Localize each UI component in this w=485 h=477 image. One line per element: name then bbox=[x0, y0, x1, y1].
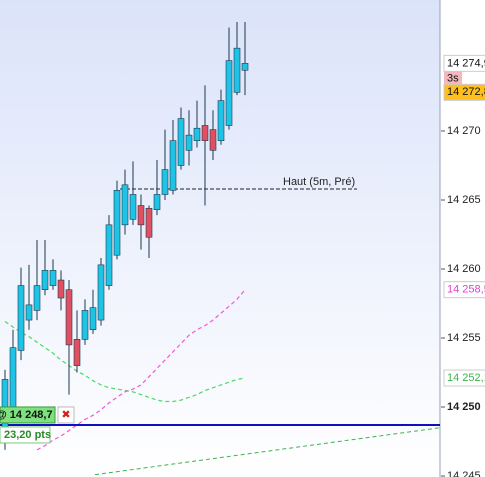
candle-body bbox=[25, 304, 33, 321]
candle-body bbox=[9, 347, 17, 411]
moving-average bbox=[36, 289, 246, 451]
candle-body bbox=[33, 285, 41, 311]
price-tag bbox=[443, 54, 485, 72]
close-button[interactable] bbox=[57, 406, 75, 424]
pnl-label: 23,20 pts bbox=[4, 429, 51, 441]
candle-body bbox=[145, 207, 153, 238]
candle-body bbox=[89, 307, 97, 331]
price-tag-label: 14 258,5 bbox=[447, 284, 485, 296]
candle-body bbox=[153, 194, 161, 210]
timer-badge bbox=[444, 71, 462, 86]
candle-body bbox=[81, 310, 89, 340]
price-tag bbox=[443, 281, 485, 299]
y-tick-label: 14 260 bbox=[447, 263, 481, 275]
candle-body bbox=[121, 184, 129, 226]
candle-body bbox=[193, 127, 201, 141]
candle-body bbox=[57, 279, 65, 299]
y-tick-label: 14 270 bbox=[447, 125, 481, 137]
candle-body bbox=[49, 270, 57, 286]
candle-body bbox=[217, 100, 225, 141]
candle-body bbox=[73, 339, 81, 366]
candle-body bbox=[105, 224, 113, 286]
candle-body bbox=[113, 190, 121, 256]
price-tag-label: 14 272,8 bbox=[447, 86, 485, 98]
candle-body bbox=[129, 194, 137, 220]
candle-body bbox=[17, 285, 25, 351]
candle-body bbox=[161, 169, 169, 195]
price-tag-label: 14 274,9 bbox=[447, 57, 485, 69]
price-tag-label: 14 252,1 bbox=[447, 372, 485, 384]
moving-average bbox=[4, 320, 246, 403]
price-tag bbox=[443, 369, 485, 387]
position-label: @ 14 248,7 bbox=[0, 409, 53, 421]
candle-body bbox=[201, 125, 209, 141]
candle-body bbox=[65, 289, 73, 346]
candle-body bbox=[185, 134, 193, 151]
y-tick-label: 14 265 bbox=[447, 194, 481, 206]
y-tick-label: 14 250 bbox=[447, 401, 481, 413]
level-label: Haut (5m, Pré) bbox=[283, 176, 355, 188]
candle-body bbox=[225, 60, 233, 126]
y-tick-label: 14 245 bbox=[447, 470, 481, 477]
position-badge bbox=[0, 406, 56, 424]
close-icon[interactable]: ✖ bbox=[61, 409, 70, 421]
candle-body bbox=[137, 205, 145, 226]
timer-label: 3s bbox=[447, 72, 459, 84]
candle-body bbox=[169, 140, 177, 191]
pnl-badge bbox=[0, 426, 51, 444]
candle-body bbox=[209, 129, 217, 151]
price-tag bbox=[443, 83, 485, 101]
candle-body bbox=[97, 264, 105, 321]
plot-area bbox=[0, 0, 440, 477]
candle-body bbox=[241, 63, 249, 71]
candle-body bbox=[177, 118, 185, 166]
candle-body bbox=[233, 47, 241, 93]
trend-line bbox=[94, 427, 441, 476]
y-tick-label: 14 255 bbox=[447, 332, 481, 344]
candle-body bbox=[41, 270, 49, 291]
